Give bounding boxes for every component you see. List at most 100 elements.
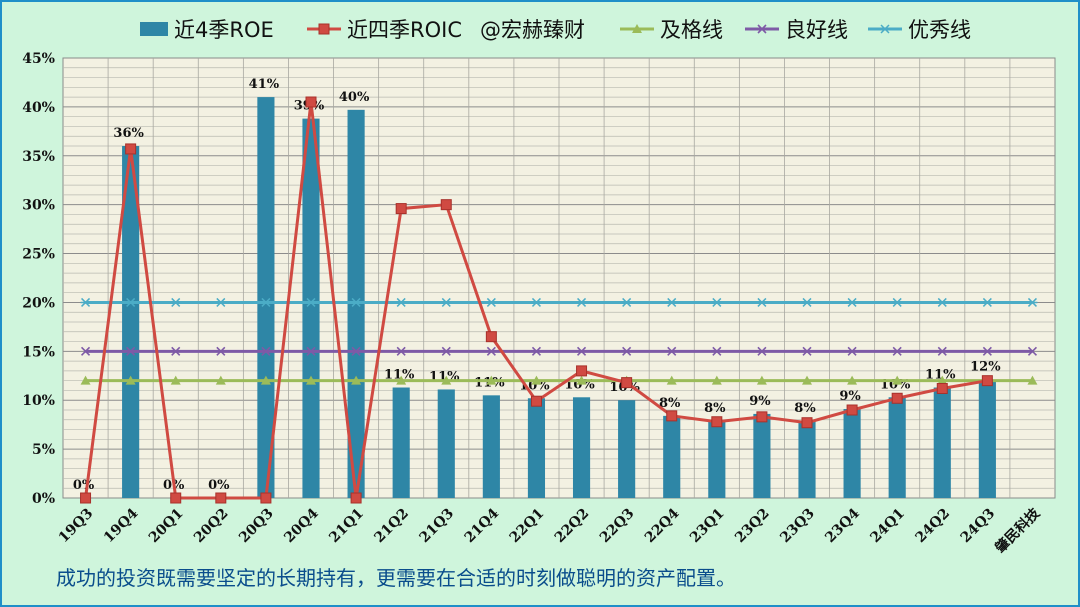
roe-bar xyxy=(392,387,410,498)
roe-data-label: 8% xyxy=(704,401,726,416)
x-tick-label: 21Q4 xyxy=(462,505,503,546)
roe-bar xyxy=(753,413,771,498)
good-line-marker xyxy=(171,346,181,356)
roe-data-label: 36% xyxy=(113,126,144,141)
y-tick-label: 10% xyxy=(22,393,55,409)
good-line-marker xyxy=(441,346,451,356)
roic-marker xyxy=(801,417,813,429)
pass-line-marker xyxy=(892,375,903,385)
x-tick-label: 22Q2 xyxy=(552,506,593,547)
x-tick-label: 22Q4 xyxy=(642,505,683,546)
pass-line-marker xyxy=(1027,375,1038,385)
excellent-line-marker xyxy=(396,297,407,307)
pass-line-marker xyxy=(306,375,316,385)
y-tick-label: 30% xyxy=(22,198,55,214)
roe-data-label: 8% xyxy=(659,396,681,411)
x-tick-label: 22Q1 xyxy=(507,506,548,547)
pass-line-marker xyxy=(125,375,136,385)
pass-line-marker xyxy=(80,375,91,385)
roe-bar xyxy=(618,400,636,498)
roic-marker xyxy=(170,492,182,504)
pass-line-marker xyxy=(802,375,812,385)
excellent-line-marker xyxy=(441,297,452,307)
x-tick-label: 23Q2 xyxy=(732,506,773,547)
roe-bar xyxy=(122,146,140,498)
watermark-text: @宏赫臻财 xyxy=(480,18,585,42)
roic-marker xyxy=(260,492,272,504)
roic-marker xyxy=(440,199,452,211)
excellent-line-marker xyxy=(982,297,993,307)
excellent-line-marker xyxy=(306,297,316,307)
good-line-marker xyxy=(1027,346,1038,356)
excellent-line-marker xyxy=(531,297,542,307)
x-tick-label: 肇民科技 xyxy=(992,504,1044,556)
roic-marker xyxy=(846,404,858,416)
good-line-marker xyxy=(802,346,812,356)
good-line-marker xyxy=(757,346,767,356)
x-tick-label: 19Q4 xyxy=(101,505,142,546)
roic-marker xyxy=(318,23,330,35)
pass-line-marker xyxy=(847,375,858,385)
x-tick-label: 23Q3 xyxy=(777,506,818,547)
pass-line-marker xyxy=(260,375,271,385)
excellent-line-marker xyxy=(892,297,903,307)
good-line-marker xyxy=(396,346,406,356)
good-line-marker xyxy=(712,346,722,356)
pass-line-marker xyxy=(576,375,587,385)
pass-line-marker xyxy=(711,375,722,385)
x-tick-label: 22Q3 xyxy=(597,506,638,547)
x-tick-label: 20Q2 xyxy=(191,506,232,547)
x-tick-label: 24Q3 xyxy=(958,506,999,547)
pass-line-marker xyxy=(441,375,452,385)
pass-line-marker xyxy=(632,24,642,33)
excellent-line-marker xyxy=(666,297,677,307)
roic-marker xyxy=(395,203,407,215)
x-tick-label: 23Q4 xyxy=(822,505,863,546)
good-line-marker xyxy=(937,346,947,356)
roic-marker xyxy=(305,96,317,108)
legend-label: 近四季ROIC xyxy=(347,18,462,42)
roic-marker xyxy=(530,395,542,407)
roe-bar xyxy=(302,118,320,498)
roe-bar xyxy=(978,379,996,498)
roe-bar xyxy=(482,395,500,498)
roic-marker xyxy=(576,365,588,377)
excellent-line-marker xyxy=(711,297,722,307)
roe-bar xyxy=(798,420,816,498)
roic-marker xyxy=(981,375,993,387)
good-line-marker xyxy=(486,346,496,356)
x-tick-label: 19Q3 xyxy=(56,506,97,547)
excellent-line-marker xyxy=(847,297,858,307)
roe-bar xyxy=(437,389,455,498)
roe-bar xyxy=(572,397,591,498)
good-line-marker xyxy=(531,346,542,356)
x-tick-label: 21Q2 xyxy=(371,506,412,547)
excellent-line-marker xyxy=(486,297,497,307)
roe-bar xyxy=(708,420,726,498)
good-line-marker xyxy=(622,346,632,356)
roe-bar xyxy=(527,398,546,498)
roe-bar xyxy=(933,387,951,498)
roe-bar xyxy=(663,415,681,498)
pass-line-marker xyxy=(396,375,407,385)
legend-label: 良好线 xyxy=(785,18,848,42)
excellent-line-marker xyxy=(170,297,181,307)
pass-line-marker xyxy=(531,375,542,385)
good-line-marker xyxy=(757,24,767,34)
excellent-line-marker xyxy=(215,297,226,307)
excellent-line-marker xyxy=(802,297,812,307)
roic-marker xyxy=(485,331,497,343)
good-line-marker xyxy=(261,346,271,356)
roe-data-label: 40% xyxy=(339,90,370,105)
roe-data-label: 0% xyxy=(73,478,95,493)
good-line-marker xyxy=(892,346,902,356)
excellent-line-marker xyxy=(621,297,632,307)
roic-marker xyxy=(936,382,948,394)
y-tick-label: 20% xyxy=(22,295,55,311)
y-tick-label: 40% xyxy=(22,100,55,116)
good-line-marker xyxy=(982,346,992,356)
excellent-line-marker xyxy=(351,297,362,307)
excellent-line-marker xyxy=(80,297,91,307)
y-tick-label: 15% xyxy=(22,344,55,360)
